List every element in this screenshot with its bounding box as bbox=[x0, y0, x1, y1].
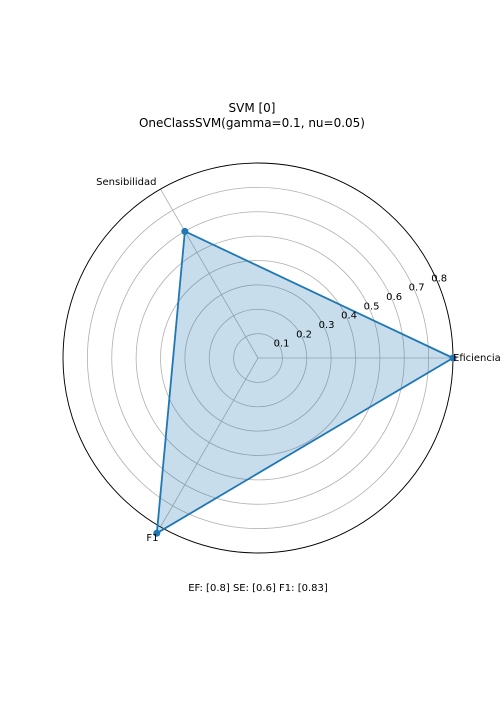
radial-tick-label: 0.8 bbox=[431, 273, 447, 284]
axis-label-sensibilidad: Sensibilidad bbox=[96, 177, 156, 188]
data-line bbox=[155, 230, 454, 535]
axis-label-eficiencia: Eficiencia bbox=[453, 353, 501, 364]
radial-tick-label: 0.7 bbox=[409, 283, 425, 294]
radial-tick-label: 0.3 bbox=[319, 320, 335, 331]
chart-title-line1: SVM [0] bbox=[228, 101, 276, 115]
data-point-eficiencia bbox=[449, 354, 457, 362]
axis-label-f1: F1 bbox=[146, 533, 158, 544]
metrics-summary: EF: [0.8] SE: [0.6] F1: [0.83] bbox=[188, 583, 328, 594]
radial-tick-label: 0.5 bbox=[364, 301, 380, 312]
data-point-sensibilidad bbox=[181, 227, 189, 235]
grid-spoke bbox=[160, 357, 259, 528]
data-point-f1 bbox=[153, 529, 161, 537]
radial-tick-label: 0.6 bbox=[386, 292, 402, 303]
radial-tick-label: 0.2 bbox=[296, 329, 312, 340]
radial-tick-label: 0.1 bbox=[274, 339, 290, 350]
radial-tick-label: 0.4 bbox=[341, 311, 357, 322]
data-area bbox=[156, 231, 453, 534]
chart-title-line2: OneClassSVM(gamma=0.1, nu=0.05) bbox=[138, 116, 365, 130]
grid-spoke bbox=[160, 188, 259, 359]
